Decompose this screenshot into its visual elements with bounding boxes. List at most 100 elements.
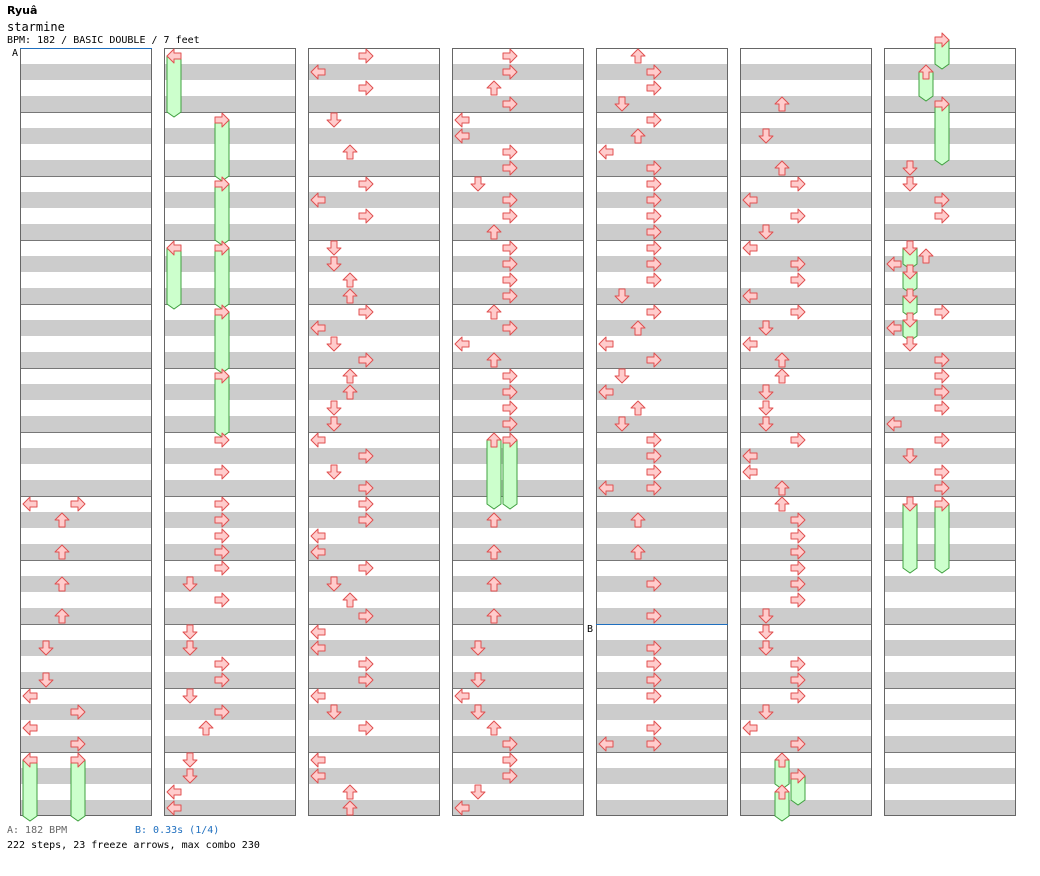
step-arrow-R [790, 560, 806, 576]
step-arrow-D [326, 256, 342, 272]
step-arrow-D [470, 176, 486, 192]
step-arrow-D [326, 704, 342, 720]
step-arrow-R [502, 96, 518, 112]
step-arrow-D [902, 264, 918, 280]
beat-stripe [164, 352, 296, 368]
beat-stripe [596, 736, 728, 752]
freeze-arrow [214, 119, 230, 182]
step-arrow-R [214, 496, 230, 512]
step-arrow-R [214, 560, 230, 576]
beat-stripe [884, 192, 1016, 208]
step-arrow-D [326, 336, 342, 352]
footer-offset-legend: B: 0.33s (1/4) [135, 825, 220, 836]
beat-stripe [164, 512, 296, 528]
step-arrow-R [358, 720, 374, 736]
beat-stripe [20, 448, 152, 464]
beat-stripe [884, 128, 1016, 144]
freeze-arrow [166, 55, 182, 118]
beat-stripe [740, 96, 872, 112]
step-arrow-D [902, 336, 918, 352]
step-arrow-D [470, 784, 486, 800]
step-arrow-U [774, 368, 790, 384]
beat-stripe [596, 640, 728, 656]
step-arrow-L [454, 112, 470, 128]
beat-stripe [164, 192, 296, 208]
step-arrow-U [342, 384, 358, 400]
step-arrow-R [790, 432, 806, 448]
step-arrow-R [646, 432, 662, 448]
beat-stripe [740, 64, 872, 80]
step-arrow-R [502, 192, 518, 208]
step-arrow-D [614, 96, 630, 112]
freeze-arrow [902, 503, 918, 574]
step-arrow-R [646, 688, 662, 704]
beat-stripe [308, 352, 440, 368]
step-arrow-U [486, 224, 502, 240]
step-arrow-D [326, 240, 342, 256]
beat-stripe [20, 352, 152, 368]
step-arrow-R [502, 64, 518, 80]
step-arrow-U [486, 432, 502, 448]
beat-stripe [740, 704, 872, 720]
beat-stripe [596, 416, 728, 432]
beat-stripe [20, 640, 152, 656]
step-arrow-D [758, 624, 774, 640]
beat-stripe [884, 224, 1016, 240]
step-arrow-L [22, 496, 38, 512]
step-arrow-L [454, 800, 470, 816]
beat-stripe [740, 672, 872, 688]
step-arrow-U [342, 288, 358, 304]
step-arrow-R [358, 80, 374, 96]
beat-stripe [452, 672, 584, 688]
beat-stripe [164, 416, 296, 432]
beat-stripe [740, 192, 872, 208]
beat-stripe [20, 160, 152, 176]
beat-stripe [452, 544, 584, 560]
beat-stripe [884, 640, 1016, 656]
beat-stripe [452, 288, 584, 304]
step-arrow-R [358, 208, 374, 224]
step-arrow-U [486, 720, 502, 736]
freeze-arrow [214, 247, 230, 310]
beat-stripe [308, 800, 440, 816]
step-arrow-U [774, 160, 790, 176]
beat-stripe [884, 416, 1016, 432]
step-arrow-D [758, 320, 774, 336]
step-arrow-L [310, 688, 326, 704]
step-arrow-L [310, 432, 326, 448]
step-arrow-R [502, 400, 518, 416]
step-arrow-R [934, 192, 950, 208]
step-arrow-R [934, 496, 950, 512]
beat-stripe [452, 576, 584, 592]
beat-stripe [596, 608, 728, 624]
step-arrow-R [214, 432, 230, 448]
step-arrow-D [38, 640, 54, 656]
step-arrow-R [790, 528, 806, 544]
beat-stripe [164, 800, 296, 816]
beat-stripe [740, 736, 872, 752]
step-arrow-D [614, 288, 630, 304]
beat-stripe [452, 256, 584, 272]
beat-stripe [452, 96, 584, 112]
beat-stripe [596, 512, 728, 528]
beat-stripe [20, 480, 152, 496]
beat-stripe [884, 576, 1016, 592]
beat-stripe [740, 448, 872, 464]
artist-name: Ryuâ [7, 4, 38, 17]
step-arrow-R [934, 432, 950, 448]
step-arrow-R [790, 208, 806, 224]
beat-stripe [596, 64, 728, 80]
beat-stripe [164, 480, 296, 496]
beat-stripe [308, 384, 440, 400]
step-arrow-L [310, 640, 326, 656]
step-arrow-D [902, 160, 918, 176]
beat-stripe [596, 672, 728, 688]
step-arrow-R [502, 256, 518, 272]
marker-b: B [587, 624, 594, 635]
beat-stripe [308, 640, 440, 656]
step-arrow-R [646, 656, 662, 672]
beat-stripe [596, 576, 728, 592]
beat-stripe [308, 576, 440, 592]
beat-stripe [596, 384, 728, 400]
